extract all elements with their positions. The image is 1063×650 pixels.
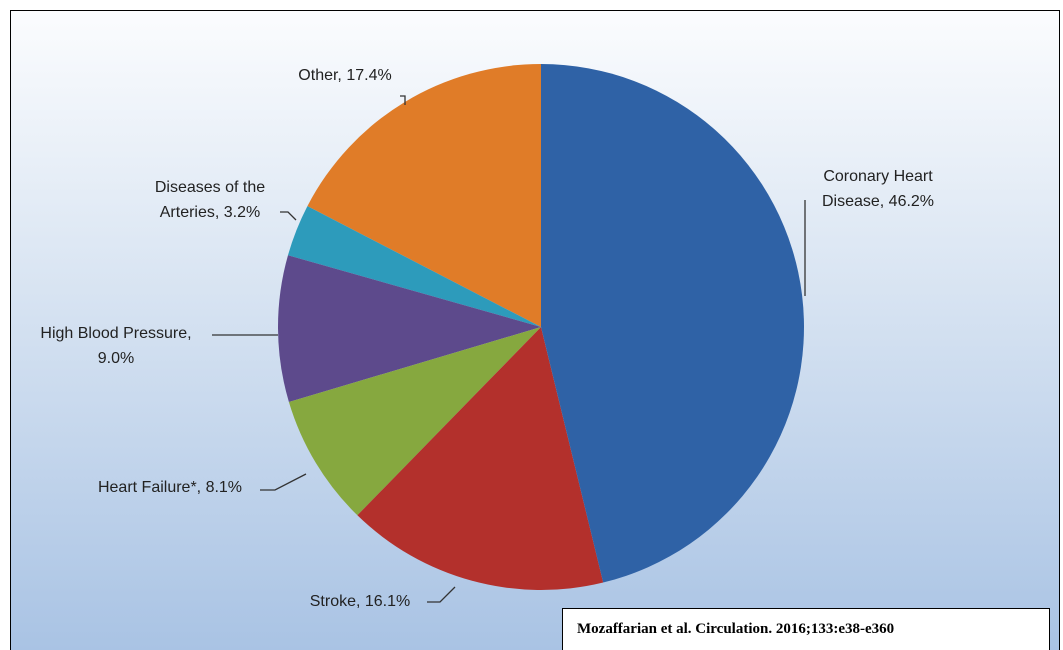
pie-slice xyxy=(357,327,604,590)
leader-line xyxy=(260,473,307,491)
leader-line xyxy=(427,586,456,603)
slice-label: Other, 17.4% xyxy=(298,67,392,84)
slice-label: Diseases of the Arteries, 3.2% xyxy=(154,179,266,221)
source-note: Mozaffarian et al. Circulation. 2016;133… xyxy=(562,608,1050,650)
pie-slice xyxy=(288,327,541,516)
leader-line xyxy=(280,211,297,221)
leader-line xyxy=(400,95,406,105)
pie-slice xyxy=(287,206,541,327)
slice-label: High Blood Pressure, 9.0% xyxy=(40,325,192,367)
pie-slice xyxy=(541,64,804,583)
slice-label: Heart Failure*, 8.1% xyxy=(97,479,243,496)
slice-label: Coronary Heart Disease, 46.2% xyxy=(821,168,935,210)
pie-slice xyxy=(278,255,541,402)
slice-label: Stroke, 16.1% xyxy=(309,593,411,610)
pie-slice xyxy=(307,64,541,327)
